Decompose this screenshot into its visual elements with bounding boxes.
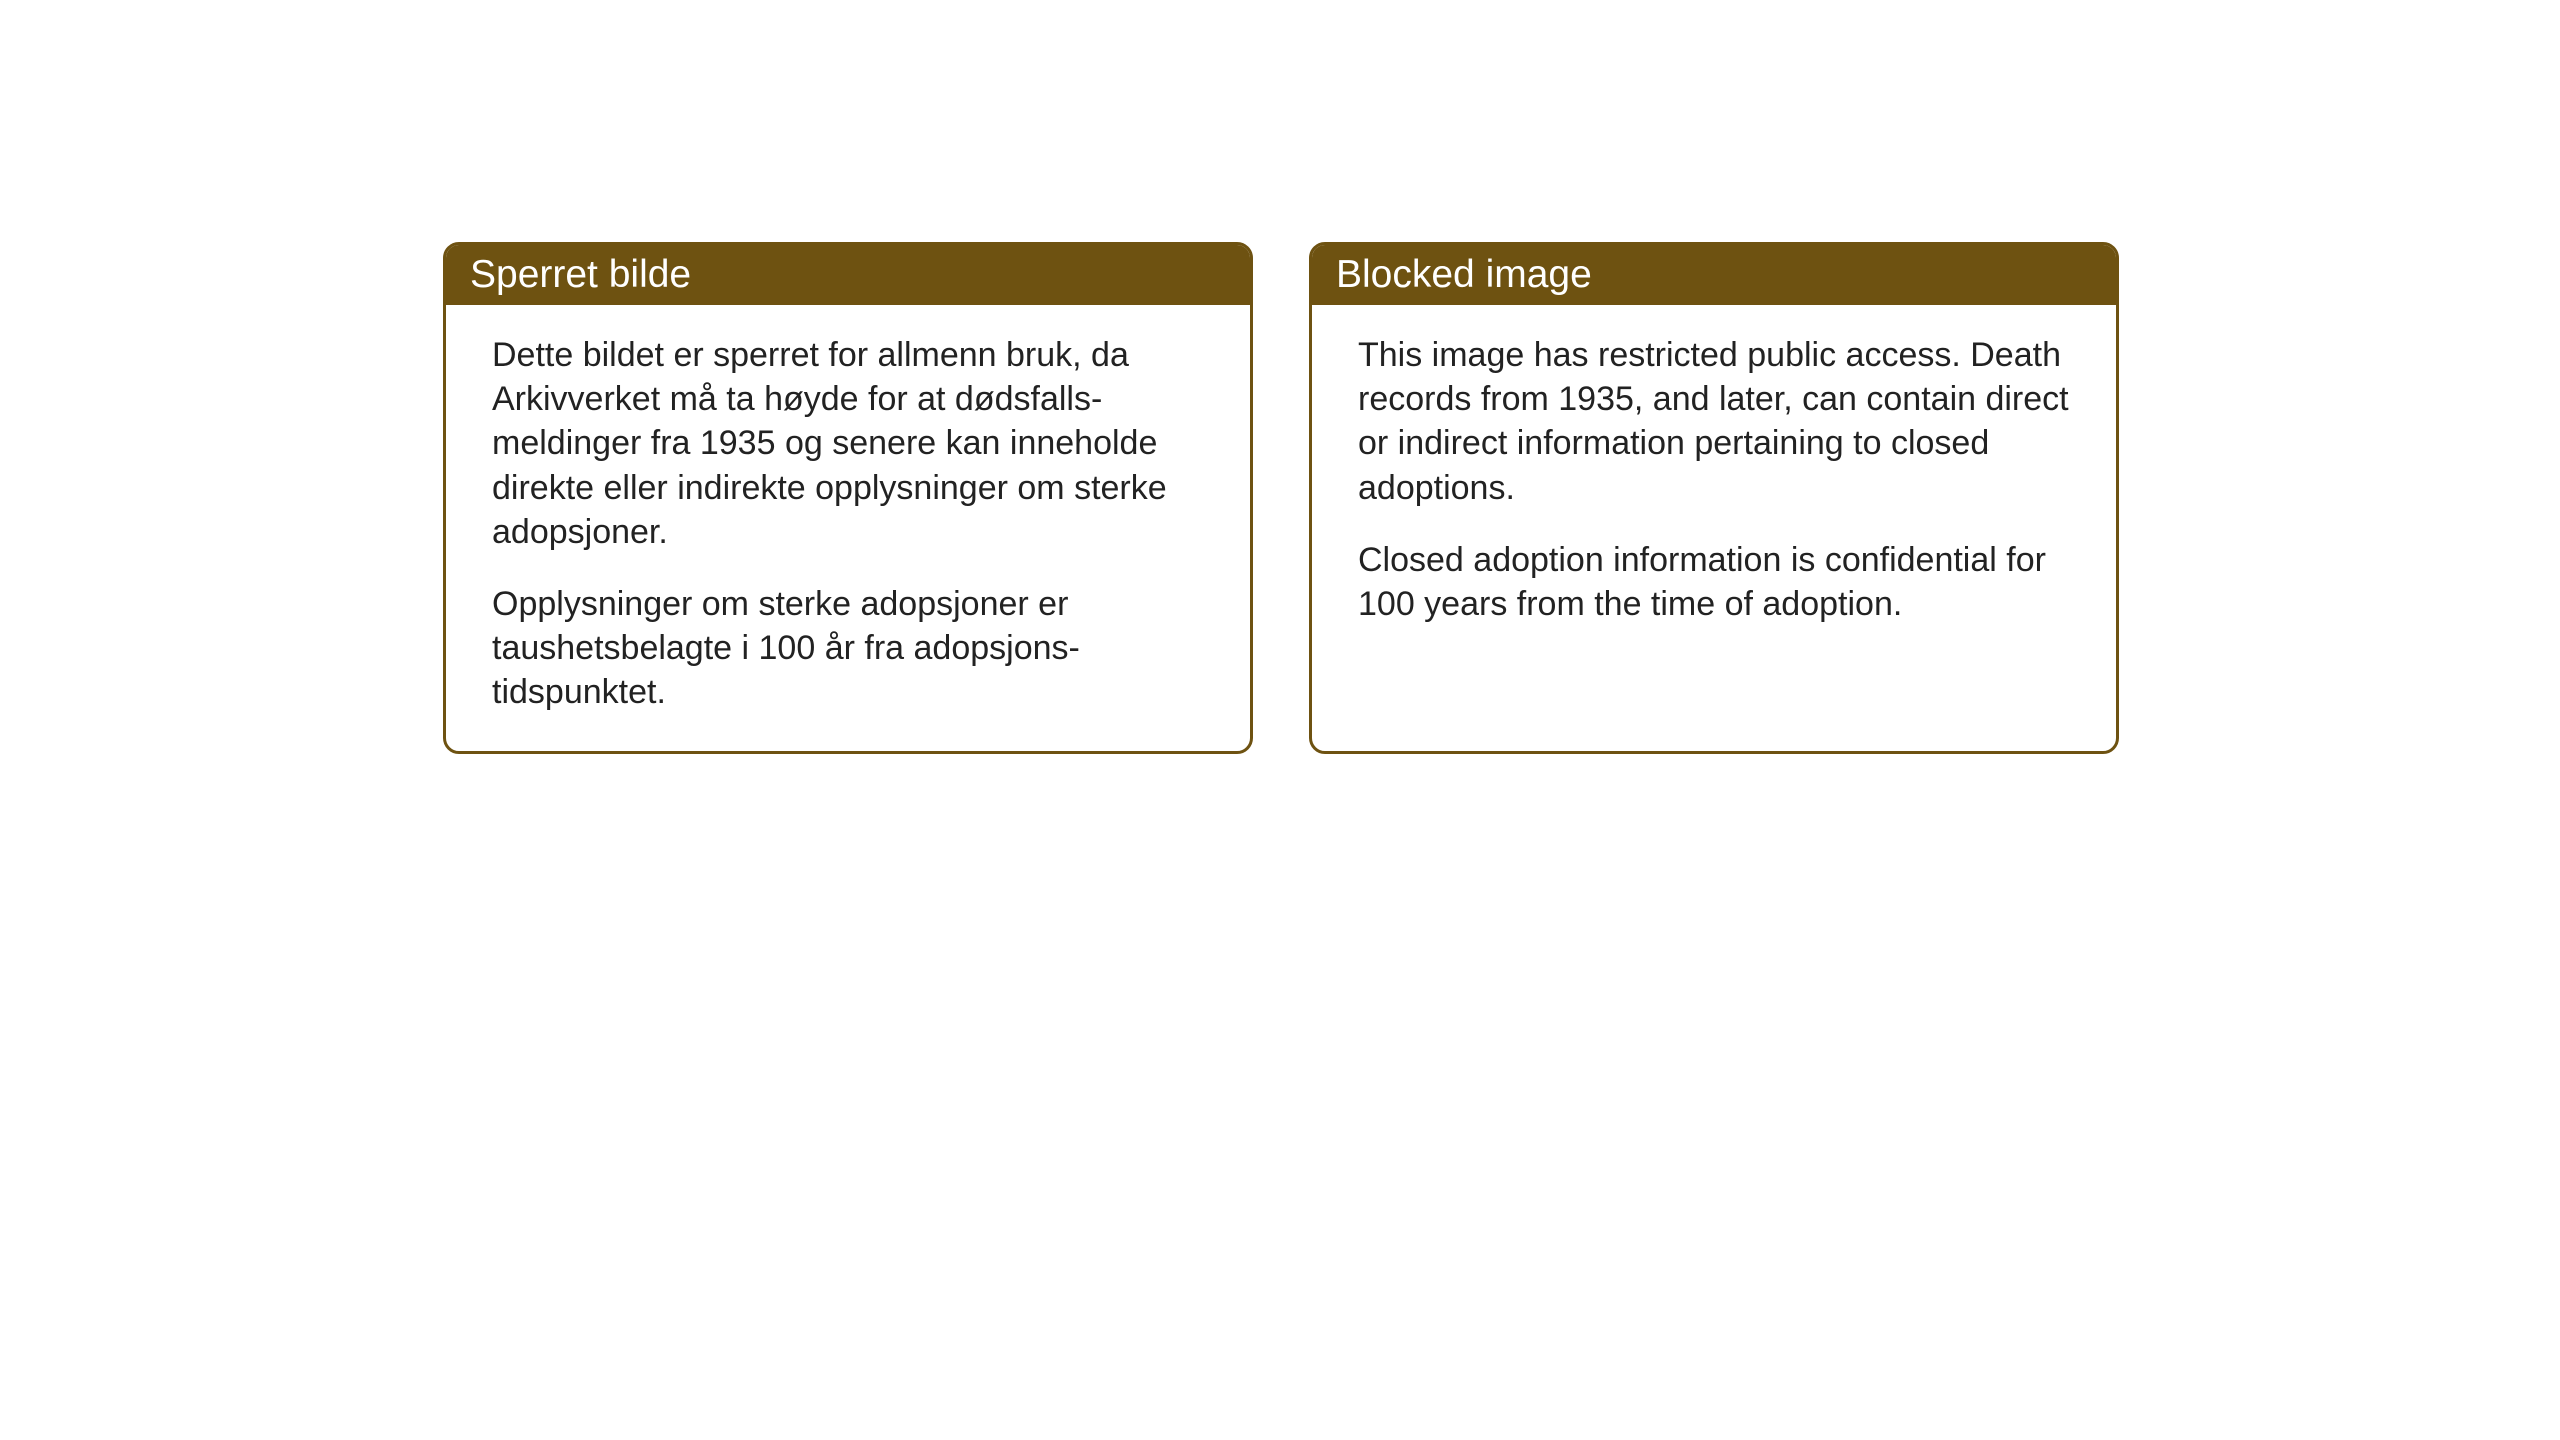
card-norwegian-paragraph-1: Dette bildet er sperret for allmenn bruk…	[492, 333, 1210, 554]
card-norwegian-paragraph-2: Opplysninger om sterke adopsjoner er tau…	[492, 582, 1210, 715]
card-english-title: Blocked image	[1336, 253, 1592, 296]
card-english: Blocked image This image has restricted …	[1309, 242, 2119, 754]
card-english-header: Blocked image	[1312, 245, 2116, 305]
card-english-paragraph-2: Closed adoption information is confident…	[1358, 538, 2076, 626]
card-norwegian-body: Dette bildet er sperret for allmenn bruk…	[446, 305, 1250, 751]
cards-container: Sperret bilde Dette bildet er sperret fo…	[443, 242, 2119, 754]
card-norwegian-header: Sperret bilde	[446, 245, 1250, 305]
card-english-body: This image has restricted public access.…	[1312, 305, 2116, 662]
card-norwegian: Sperret bilde Dette bildet er sperret fo…	[443, 242, 1253, 754]
card-english-paragraph-1: This image has restricted public access.…	[1358, 333, 2076, 510]
card-norwegian-title: Sperret bilde	[470, 253, 691, 296]
